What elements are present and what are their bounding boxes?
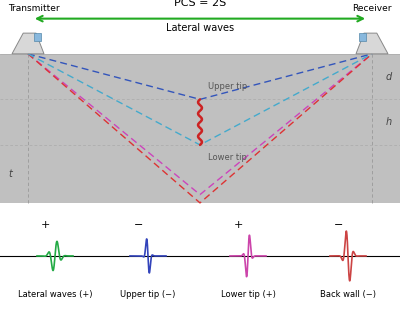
Text: d: d — [386, 72, 392, 82]
Text: PCS = 2S: PCS = 2S — [174, 0, 226, 8]
Text: −: − — [134, 220, 143, 230]
Bar — [0, 54, 400, 203]
Text: Back wall (−): Back wall (−) — [320, 290, 376, 299]
Polygon shape — [34, 33, 41, 41]
Text: Upper tip: Upper tip — [208, 82, 247, 91]
Text: Lower tip (+): Lower tip (+) — [220, 290, 276, 299]
Text: t: t — [8, 169, 12, 179]
Text: Upper tip (−): Upper tip (−) — [120, 290, 176, 299]
Text: Lateral waves (+): Lateral waves (+) — [18, 290, 92, 299]
Text: Transmitter: Transmitter — [8, 4, 60, 13]
Text: +: + — [234, 220, 243, 230]
Polygon shape — [359, 33, 366, 41]
Text: Receiver: Receiver — [352, 4, 392, 13]
Polygon shape — [356, 33, 388, 54]
Text: Lateral waves: Lateral waves — [166, 23, 234, 33]
Text: h: h — [386, 117, 392, 127]
Polygon shape — [12, 33, 44, 54]
Text: Lower tip: Lower tip — [208, 153, 247, 162]
Text: −: − — [334, 220, 343, 230]
Text: +: + — [41, 220, 50, 230]
